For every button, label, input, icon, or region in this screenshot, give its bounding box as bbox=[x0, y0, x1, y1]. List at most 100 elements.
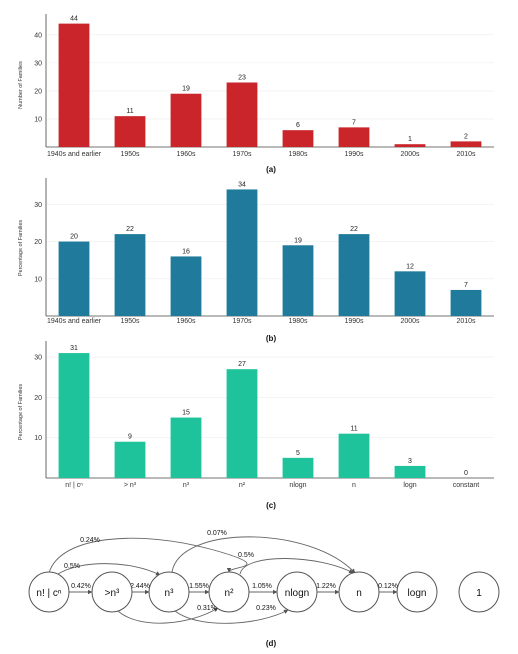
bar-value-label: 1 bbox=[408, 136, 412, 143]
diagram-node-label: logn bbox=[408, 588, 427, 599]
edge-label: 0.24% bbox=[80, 537, 100, 544]
x-tick-label: 2000s bbox=[400, 151, 420, 158]
diagram-node bbox=[458, 571, 500, 613]
bar bbox=[338, 127, 370, 147]
x-tick-label: 1940s and earlier bbox=[47, 151, 102, 158]
bar bbox=[394, 144, 426, 147]
x-tick-label: 1970s bbox=[232, 318, 252, 325]
chart-c-caption: (c) bbox=[266, 501, 276, 510]
bar-value-label: 11 bbox=[126, 108, 133, 115]
bar bbox=[282, 245, 314, 316]
bar-value-label: 22 bbox=[126, 226, 134, 233]
edge-label: 0.5% bbox=[64, 563, 80, 570]
chart-a-caption: (a) bbox=[266, 165, 276, 174]
diagram-node bbox=[338, 571, 380, 613]
bar bbox=[170, 417, 202, 478]
bar bbox=[338, 433, 370, 478]
x-tick-label: 1980s bbox=[288, 151, 308, 158]
bar bbox=[282, 457, 314, 478]
x-tick-label: n! | cⁿ bbox=[65, 482, 83, 489]
bar-value-label: 15 bbox=[182, 410, 190, 417]
x-tick-label: 1950s bbox=[120, 151, 140, 158]
bar-value-label: 2 bbox=[464, 133, 468, 140]
bar bbox=[226, 82, 258, 147]
bar-value-label: 16 bbox=[182, 248, 190, 255]
x-tick-label: 1960s bbox=[176, 318, 196, 325]
x-tick-label: 2010s bbox=[456, 318, 476, 325]
bar-value-label: 20 bbox=[70, 234, 78, 241]
y-tick-label: 30 bbox=[34, 355, 42, 362]
bar-value-label: 22 bbox=[350, 226, 358, 233]
chart-b-caption: (b) bbox=[266, 334, 277, 343]
bar bbox=[114, 234, 146, 316]
diagram-node bbox=[276, 571, 318, 613]
bar bbox=[338, 234, 370, 316]
bar-value-label: 19 bbox=[182, 86, 190, 93]
edge-arrow bbox=[171, 536, 356, 574]
bar bbox=[226, 189, 258, 316]
diagram-node bbox=[148, 571, 190, 613]
edge-arrow bbox=[117, 607, 219, 624]
bar-value-label: 7 bbox=[352, 119, 356, 126]
y-tick-label: 40 bbox=[34, 32, 42, 39]
bar-value-label: 11 bbox=[350, 426, 357, 433]
bar-value-label: 23 bbox=[238, 75, 246, 82]
x-tick-label: 2010s bbox=[456, 151, 476, 158]
diagram-node bbox=[208, 571, 250, 613]
chart-a: Number of Families (a) 10 20 30 40 44 1940s a… bbox=[18, 14, 494, 174]
x-tick-label: 1970s bbox=[232, 151, 252, 158]
bar bbox=[58, 241, 90, 316]
bar-value-label: 9 bbox=[128, 434, 132, 441]
edge-label: 0.12% bbox=[378, 583, 398, 590]
x-tick-label: 2000s bbox=[400, 318, 420, 325]
edge-label: 2.44% bbox=[130, 583, 150, 590]
bar bbox=[394, 465, 426, 478]
diagram-caption: (d) bbox=[266, 639, 277, 648]
diagram-node-label: n! | cⁿ bbox=[36, 588, 61, 599]
x-tick-label: 1990s bbox=[344, 318, 364, 325]
bar bbox=[114, 116, 146, 147]
diagram-node-label: n² bbox=[225, 588, 235, 599]
diagram-node bbox=[396, 571, 438, 613]
chart-a-ylabel: Number of Families bbox=[18, 61, 24, 109]
bar-value-label: 12 bbox=[406, 263, 414, 270]
y-tick-label: 20 bbox=[34, 88, 42, 95]
x-tick-label: 1980s bbox=[288, 318, 308, 325]
edge-label: 0.5% bbox=[238, 552, 254, 559]
y-tick-label: 10 bbox=[34, 435, 42, 442]
bar bbox=[394, 271, 426, 316]
x-tick-label: 1990s bbox=[344, 151, 364, 158]
edge-arrow bbox=[48, 537, 248, 574]
y-tick-label: 30 bbox=[34, 202, 42, 209]
bar bbox=[450, 141, 482, 147]
edge-arrow bbox=[57, 563, 161, 576]
bar-value-label: 0 bbox=[464, 470, 468, 477]
x-tick-label: 1960s bbox=[176, 151, 196, 158]
y-tick-label: 10 bbox=[34, 116, 42, 123]
edge-label: 0.23% bbox=[256, 605, 276, 612]
x-tick-label: constant bbox=[453, 482, 480, 489]
chart-b: Percentage of Families (b) 10 20 30 20 1940s… bbox=[18, 178, 494, 343]
chart-b-ylabel: Percentage of Families bbox=[18, 220, 24, 276]
diagram-node-label: n³ bbox=[165, 588, 175, 599]
diagram-node-label: n bbox=[356, 588, 362, 599]
edge-arrow bbox=[174, 609, 289, 624]
bar-value-label: 19 bbox=[294, 237, 302, 244]
edge-label: 1.55% bbox=[189, 583, 209, 590]
y-tick-label: 10 bbox=[34, 276, 42, 283]
bar bbox=[450, 289, 482, 316]
bar-value-label: 5 bbox=[296, 450, 300, 457]
bar bbox=[170, 93, 202, 147]
diagram-node bbox=[91, 571, 133, 613]
bar-value-label: 3 bbox=[408, 458, 412, 465]
diagram-node-label: 1 bbox=[476, 588, 482, 599]
bar-value-label: 7 bbox=[464, 282, 468, 289]
y-tick-label: 20 bbox=[34, 395, 42, 402]
bar bbox=[114, 441, 146, 478]
bar bbox=[226, 369, 258, 478]
x-tick-label: logn bbox=[403, 482, 416, 489]
x-tick-label: 1940s and earlier bbox=[47, 318, 102, 325]
bar-value-label: 31 bbox=[70, 345, 78, 352]
